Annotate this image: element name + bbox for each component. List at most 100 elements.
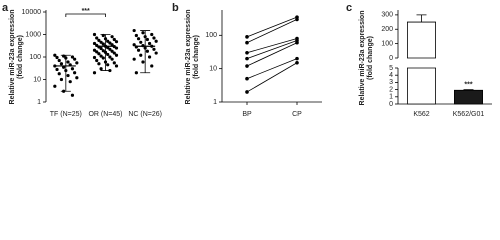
pair-line bbox=[246, 40, 298, 59]
y-tick-label: 100 bbox=[205, 32, 217, 39]
data-point bbox=[141, 31, 145, 35]
data-point bbox=[106, 39, 110, 43]
error-bar bbox=[60, 54, 71, 92]
pair-line bbox=[246, 19, 298, 44]
data-point bbox=[101, 42, 105, 46]
data-point bbox=[99, 46, 103, 51]
y-tick-label: 3 bbox=[389, 79, 393, 86]
y-tick-label: 100 bbox=[381, 40, 393, 47]
pair-line bbox=[246, 38, 298, 54]
error-bar bbox=[416, 14, 427, 23]
data-point bbox=[97, 38, 101, 42]
data-point bbox=[112, 37, 116, 42]
y-tick-label: 2 bbox=[389, 86, 393, 93]
y-tick-label: 5 bbox=[389, 65, 393, 72]
x-tick-label: K562 bbox=[413, 111, 429, 118]
pair-line bbox=[246, 42, 298, 67]
data-point bbox=[59, 62, 64, 66]
data-point bbox=[92, 48, 97, 52]
data-point bbox=[75, 76, 79, 80]
data-point bbox=[112, 61, 116, 65]
y-tick-label: 100 bbox=[29, 54, 41, 61]
data-point bbox=[66, 73, 70, 78]
data-point bbox=[66, 60, 70, 64]
data-point bbox=[95, 58, 99, 63]
data-point bbox=[75, 61, 79, 65]
y-tick-label: 1 bbox=[37, 99, 41, 106]
data-point bbox=[136, 48, 141, 52]
data-point bbox=[245, 56, 249, 61]
data-point bbox=[106, 52, 110, 57]
data-point bbox=[114, 40, 119, 44]
data-point bbox=[108, 55, 112, 59]
data-point bbox=[145, 37, 149, 42]
data-point bbox=[114, 64, 119, 68]
error-bar bbox=[140, 30, 151, 74]
data-point bbox=[108, 41, 112, 45]
data-point bbox=[134, 33, 138, 38]
y-tick-label: 300 bbox=[381, 12, 393, 19]
data-point bbox=[245, 40, 249, 45]
x-tick-label: K562/G01 bbox=[453, 111, 485, 118]
y-axis-label: (fold change) bbox=[367, 36, 374, 80]
data-point bbox=[245, 64, 249, 68]
x-tick-label: CP bbox=[292, 111, 302, 118]
data-point bbox=[59, 77, 64, 82]
data-point bbox=[154, 39, 158, 43]
data-point bbox=[152, 47, 156, 51]
data-point bbox=[108, 47, 112, 51]
pair-line bbox=[246, 16, 298, 38]
y-tick-label: 10 bbox=[209, 65, 217, 72]
y-axis-label: (fold change) bbox=[193, 35, 200, 79]
data-point bbox=[136, 37, 141, 41]
x-tick-label: TF (N=25) bbox=[50, 111, 82, 118]
data-point bbox=[110, 49, 114, 53]
data-point bbox=[134, 71, 138, 75]
error-bar bbox=[463, 89, 474, 91]
data-point bbox=[145, 49, 149, 53]
data-point bbox=[73, 71, 77, 75]
data-point bbox=[55, 67, 59, 72]
y-axis-label: (fold change) bbox=[17, 35, 24, 79]
data-point bbox=[57, 72, 61, 76]
pair-line bbox=[246, 58, 298, 80]
data-point bbox=[139, 40, 143, 44]
data-point bbox=[70, 93, 75, 97]
data-point bbox=[99, 54, 103, 58]
data-point bbox=[95, 36, 99, 40]
data-point bbox=[92, 32, 97, 37]
data-point bbox=[245, 90, 249, 94]
x-tick-label: NC (N=26) bbox=[128, 111, 162, 118]
data-point bbox=[70, 67, 75, 71]
y-tick-label: 10 bbox=[33, 76, 41, 83]
data-point bbox=[95, 50, 99, 54]
data-point bbox=[97, 52, 101, 56]
data-point bbox=[114, 53, 119, 57]
data-point bbox=[154, 51, 158, 55]
data-point bbox=[150, 64, 154, 68]
data-point bbox=[92, 55, 97, 60]
data-point bbox=[57, 58, 61, 63]
data-point bbox=[132, 57, 136, 61]
data-point bbox=[245, 50, 249, 55]
data-point bbox=[139, 53, 143, 57]
data-point bbox=[112, 51, 116, 55]
data-point bbox=[147, 55, 152, 59]
significance-label: *** bbox=[464, 81, 472, 88]
x-tick-label: OR (N=45) bbox=[88, 111, 122, 118]
data-point bbox=[92, 71, 97, 75]
data-point bbox=[245, 76, 249, 81]
data-point bbox=[295, 17, 299, 22]
data-point bbox=[141, 60, 145, 64]
data-point bbox=[110, 57, 114, 61]
y-tick-label: 0 bbox=[389, 55, 393, 62]
y-tick-label: 200 bbox=[381, 26, 393, 33]
data-point bbox=[53, 53, 57, 57]
y-tick-label: 4 bbox=[389, 72, 393, 79]
data-point bbox=[99, 67, 103, 71]
y-axis-label: Relative miR-23a expression bbox=[9, 10, 16, 105]
y-tick-label: 0 bbox=[389, 101, 393, 108]
data-point bbox=[70, 55, 75, 59]
data-point bbox=[295, 56, 299, 61]
